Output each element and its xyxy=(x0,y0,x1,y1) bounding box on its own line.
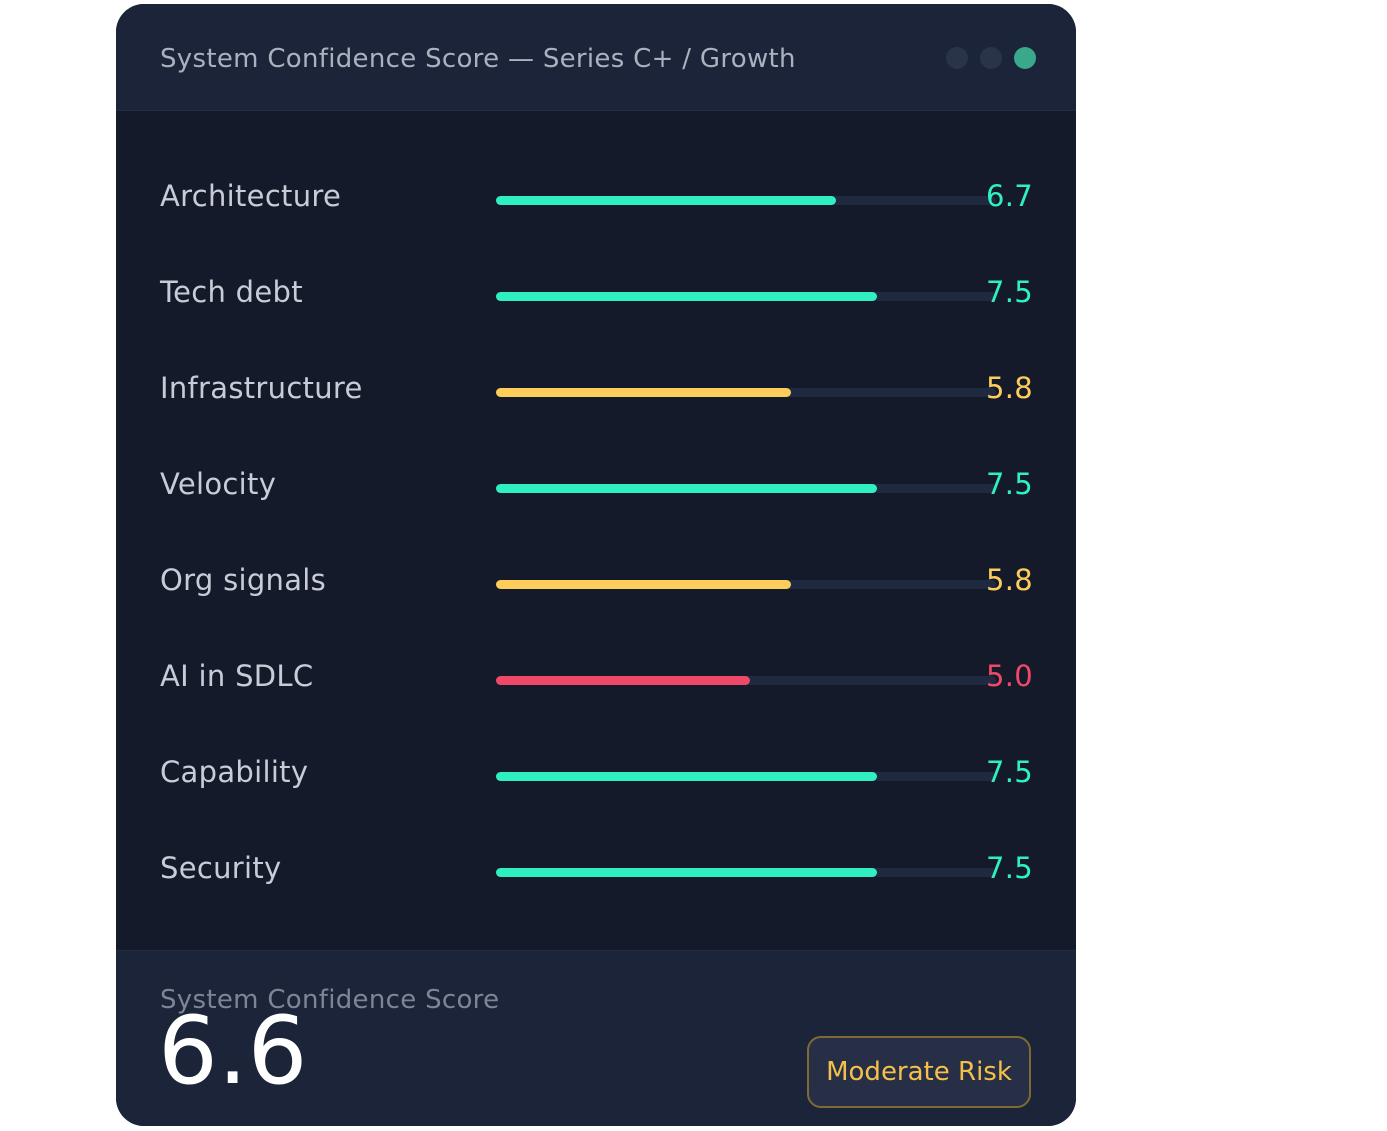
card-title: System Confidence Score — Series C+ / Gr… xyxy=(160,44,796,74)
metric-bar-track xyxy=(496,676,996,685)
metric-bar-track xyxy=(496,292,996,301)
metric-bar-track xyxy=(496,388,996,397)
metric-bar-track xyxy=(496,196,996,205)
metric-label: Tech debt xyxy=(160,275,303,309)
score-value: 6.6 xyxy=(158,997,308,1106)
metric-row: Velocity 7.5 xyxy=(116,467,1076,527)
metric-bar-fill xyxy=(496,868,877,877)
metric-bar-fill xyxy=(496,388,791,397)
window-controls xyxy=(946,47,1036,69)
metric-bar-fill xyxy=(496,484,877,493)
metric-bar-fill xyxy=(496,292,877,301)
metric-value: 5.8 xyxy=(985,371,1033,405)
metric-bar-track xyxy=(496,772,996,781)
window-dot-3[interactable] xyxy=(1014,47,1036,69)
metric-bar-fill xyxy=(496,196,836,205)
metric-value: 7.5 xyxy=(985,275,1033,309)
metric-value: 6.7 xyxy=(985,179,1033,213)
score-card: System Confidence Score — Series C+ / Gr… xyxy=(116,4,1076,1126)
score-label: System Confidence Score xyxy=(160,985,500,1015)
metric-row: Architecture 6.7 xyxy=(116,179,1076,239)
metric-label: Capability xyxy=(160,755,309,789)
metric-value: 7.5 xyxy=(985,467,1033,501)
metric-value: 5.0 xyxy=(985,659,1033,693)
metric-value: 7.5 xyxy=(985,851,1033,885)
metric-label: Org signals xyxy=(160,563,327,597)
risk-badge: Moderate Risk xyxy=(807,1036,1031,1108)
metric-label: AI in SDLC xyxy=(160,659,314,693)
metric-label: Infrastructure xyxy=(160,371,363,405)
window-dot-2[interactable] xyxy=(980,47,1002,69)
metric-row: Infrastructure 5.8 xyxy=(116,371,1076,431)
metric-bar-fill xyxy=(496,772,877,781)
metric-bar-track xyxy=(496,868,996,877)
card-header: System Confidence Score — Series C+ / Gr… xyxy=(116,4,1076,111)
metric-row: Org signals 5.8 xyxy=(116,563,1076,623)
window-dot-1[interactable] xyxy=(946,47,968,69)
metric-bar-track xyxy=(496,484,996,493)
metric-bar-track xyxy=(496,580,996,589)
metric-value: 5.8 xyxy=(985,563,1033,597)
metric-label: Security xyxy=(160,851,282,885)
metric-list: Architecture 6.7 Tech debt 7.5 Infrastructur… xyxy=(116,111,1076,949)
metric-value: 7.5 xyxy=(985,755,1033,789)
metric-row: AI in SDLC 5.0 xyxy=(116,659,1076,719)
metric-row: Tech debt 7.5 xyxy=(116,275,1076,335)
metric-row: Capability 7.5 xyxy=(116,755,1076,815)
metric-label: Velocity xyxy=(160,467,277,501)
metric-row: Security 7.5 xyxy=(116,851,1076,911)
metric-bar-fill xyxy=(496,676,750,685)
metric-label: Architecture xyxy=(160,179,342,213)
metric-bar-fill xyxy=(496,580,791,589)
score-summary: System Confidence Score 6.6 Moderate Ris… xyxy=(116,950,1076,1126)
